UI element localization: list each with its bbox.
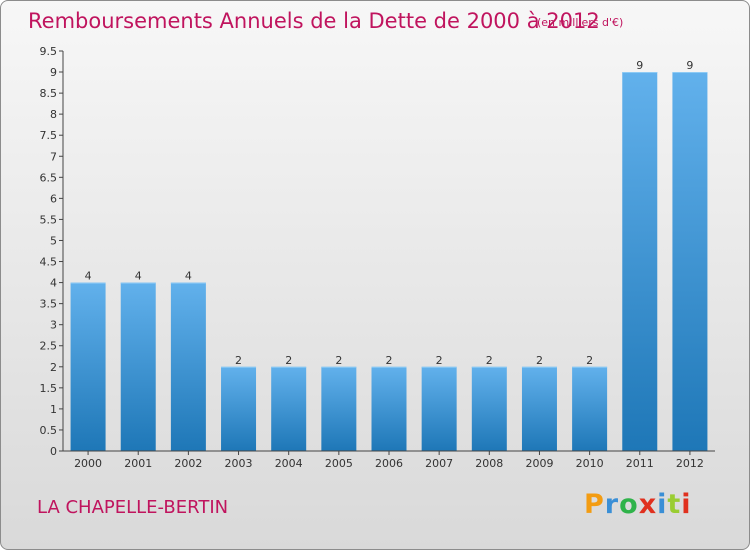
y-tick-label: 8 xyxy=(50,108,57,121)
bar-2004 xyxy=(271,366,307,451)
logo-letter: o xyxy=(619,489,639,520)
data-label: 2 xyxy=(335,354,342,367)
data-label: 2 xyxy=(285,354,292,367)
y-tick-label: 4 xyxy=(50,277,57,290)
logo-letter: P xyxy=(584,489,605,520)
logo-letter: x xyxy=(638,489,658,520)
y-tick-label: 7 xyxy=(50,150,57,163)
bars: 4 4 4 2 2 2 2 2 2 2 2 9 9 xyxy=(70,59,708,451)
bar-2001 xyxy=(120,282,156,451)
y-tick-label: 2 xyxy=(50,361,57,374)
y-tick-label: 2.5 xyxy=(40,340,58,353)
x-tick-label: 2003 xyxy=(225,457,253,470)
logo-letter: r xyxy=(604,489,620,520)
x-tick-label: 2008 xyxy=(475,457,503,470)
data-label: 4 xyxy=(185,270,192,283)
bar-2007 xyxy=(421,366,457,451)
bar-2008 xyxy=(471,366,507,451)
data-label: 2 xyxy=(536,354,543,367)
x-tick-label: 2005 xyxy=(325,457,353,470)
x-tick-label: 2004 xyxy=(275,457,303,470)
x-tick-label: 2011 xyxy=(626,457,654,470)
logo-letter: t xyxy=(667,489,682,520)
chart-title: Remboursements Annuels de la Dette de 20… xyxy=(28,9,600,33)
y-tick-label: 6 xyxy=(50,192,57,205)
bar-2006 xyxy=(371,366,407,451)
bar-2000 xyxy=(70,282,106,451)
x-tick-label: 2007 xyxy=(425,457,453,470)
logo-letter: i xyxy=(657,489,668,520)
y-tick-label: 0 xyxy=(50,445,57,458)
bar-2002 xyxy=(170,282,206,451)
y-tick-label: 1 xyxy=(50,403,57,416)
x-tick-label: 2006 xyxy=(375,457,403,470)
bar-2012 xyxy=(672,72,708,451)
data-label: 2 xyxy=(586,354,593,367)
y-axis: 0 0.5 1 1.5 2 2.5 3 3.5 4 4.5 5 5.5 6 6.5 7 7.5 8 8.5 9 9.5 xyxy=(40,45,64,458)
x-tick-label: 2001 xyxy=(124,457,152,470)
y-tick-label: 9 xyxy=(50,66,57,79)
y-tick-label: 5.5 xyxy=(40,213,58,226)
x-tick-label: 2010 xyxy=(576,457,604,470)
bar-2011 xyxy=(622,72,658,451)
x-tick-label: 2009 xyxy=(525,457,553,470)
data-label: 9 xyxy=(636,59,643,72)
data-label: 2 xyxy=(386,354,393,367)
bar-2009 xyxy=(521,366,557,451)
y-tick-label: 8.5 xyxy=(40,87,58,100)
y-tick-label: 1.5 xyxy=(40,382,58,395)
chart-units: (en milliers d'€) xyxy=(537,16,624,29)
data-label: 2 xyxy=(486,354,493,367)
bar-2010 xyxy=(572,366,608,451)
y-tick-label: 0.5 xyxy=(40,424,58,437)
x-tick-label: 2012 xyxy=(676,457,704,470)
bar-2005 xyxy=(321,366,357,451)
y-tick-label: 9.5 xyxy=(40,45,58,58)
logo-letter: i xyxy=(681,489,692,520)
x-tick-label: 2000 xyxy=(74,457,102,470)
y-tick-label: 3 xyxy=(50,319,57,332)
data-label: 4 xyxy=(135,270,142,283)
y-tick-label: 7.5 xyxy=(40,129,58,142)
x-axis: 2000 2001 2002 2003 2004 2005 2006 2007 2008 2009… xyxy=(63,450,715,470)
y-tick-label: 3.5 xyxy=(40,298,58,311)
bar-2003 xyxy=(221,366,257,451)
y-tick-label: 5 xyxy=(50,234,57,247)
data-label: 2 xyxy=(235,354,242,367)
data-label: 9 xyxy=(686,59,693,72)
data-label: 2 xyxy=(436,354,443,367)
y-tick-label: 4.5 xyxy=(40,256,58,269)
x-tick-label: 2002 xyxy=(174,457,202,470)
proxiti-logo[interactable]: Proxiti xyxy=(584,489,692,520)
y-tick-label: 6.5 xyxy=(40,171,58,184)
data-label: 4 xyxy=(85,270,92,283)
commune-name: LA CHAPELLE-BERTIN xyxy=(37,497,229,518)
